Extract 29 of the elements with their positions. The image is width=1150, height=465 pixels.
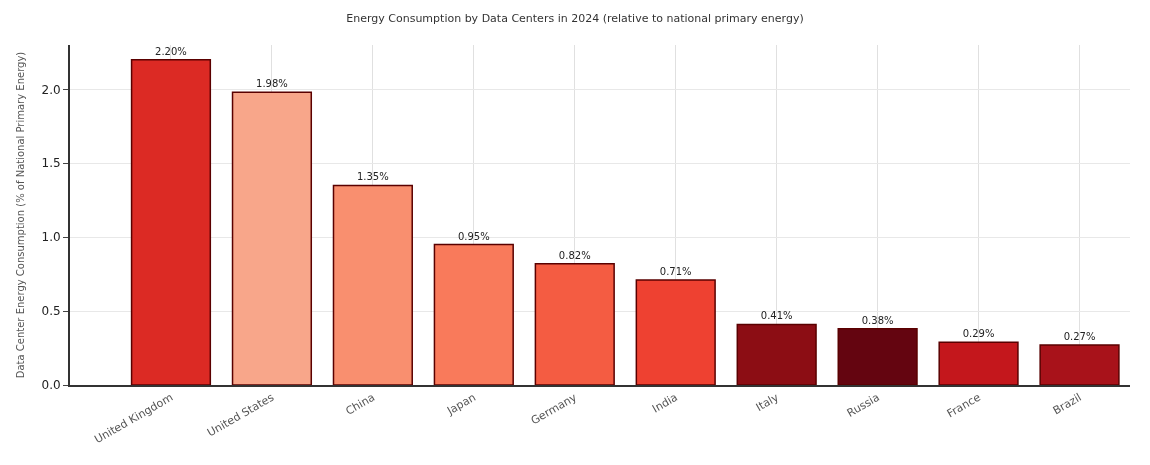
data-label: 0.71% — [659, 266, 692, 278]
data-label: 0.82% — [558, 249, 591, 261]
bar — [837, 328, 918, 385]
bar — [635, 279, 716, 385]
data-label: 0.95% — [457, 230, 490, 242]
bar — [534, 263, 615, 385]
y-tick-label: 1.0 — [41, 230, 61, 245]
data-label: 1.35% — [356, 171, 389, 183]
y-tick-label: 1.5 — [41, 156, 61, 171]
bar — [433, 243, 514, 385]
x-tick-label: Italy — [753, 390, 782, 414]
data-label: 1.98% — [256, 78, 288, 90]
bar — [1039, 344, 1120, 385]
y-tick-label: 0.0 — [41, 378, 61, 393]
y-axis-title: Data Center Energy Consumption (% of National Primary Energy) — [15, 51, 27, 379]
bar — [736, 323, 817, 385]
data-label: 0.29% — [962, 328, 995, 340]
bar — [231, 91, 313, 385]
y-tick-label: 2.0 — [41, 82, 61, 97]
bar — [938, 341, 1019, 385]
bar — [130, 59, 212, 385]
bar — [332, 184, 413, 385]
data-label: 2.20% — [155, 45, 187, 57]
y-tick-label: 0.5 — [41, 304, 61, 319]
data-label: 0.27% — [1063, 331, 1096, 343]
chart-title: Energy Consumption by Data Centers in 2024 (relative to national primary energy) — [346, 11, 804, 25]
data-label: 0.41% — [760, 310, 793, 322]
data-label: 0.38% — [861, 314, 894, 326]
x-tick-label: India — [650, 390, 680, 416]
